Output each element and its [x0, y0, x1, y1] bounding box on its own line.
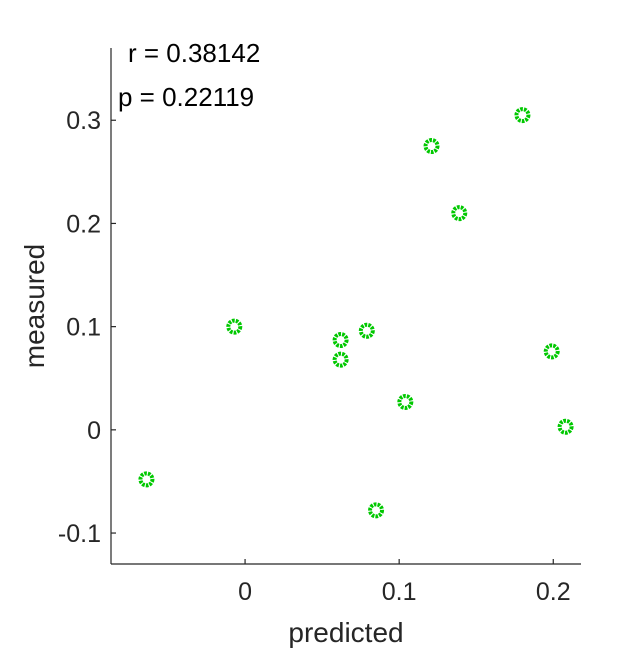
data-point: [451, 205, 468, 222]
data-point: [368, 502, 385, 519]
axes: [110, 48, 581, 565]
data-point: [358, 322, 375, 339]
x-tick-label: 0: [238, 578, 252, 606]
data-point: [397, 393, 414, 410]
data-point: [138, 471, 155, 488]
tick-labels: 0 0.1 0.2 -0.1 0 0.1 0.2 0.3: [58, 107, 571, 606]
y-tick-label: -0.1: [58, 520, 101, 548]
y-axis-label: measured: [19, 244, 50, 369]
data-point: [332, 351, 349, 368]
y-tick-label: 0.3: [66, 107, 101, 135]
y-tick-label: 0.2: [66, 210, 101, 238]
x-tick-label: 0.1: [382, 578, 417, 606]
data-point: [514, 107, 531, 124]
data-point: [543, 343, 560, 360]
annotation-r: r = 0.38142: [128, 38, 260, 68]
x-tick-label: 0.2: [536, 578, 571, 606]
data-point: [423, 138, 440, 155]
x-axis-label: predicted: [288, 617, 403, 648]
data-point: [226, 318, 243, 335]
data-points: [138, 107, 574, 519]
data-point: [332, 332, 349, 349]
y-tick-label: 0: [87, 417, 101, 445]
annotation-p: p = 0.22119: [118, 82, 254, 112]
y-tick-label: 0.1: [66, 314, 101, 342]
data-point: [557, 418, 574, 435]
tick-marks: [111, 119, 554, 564]
